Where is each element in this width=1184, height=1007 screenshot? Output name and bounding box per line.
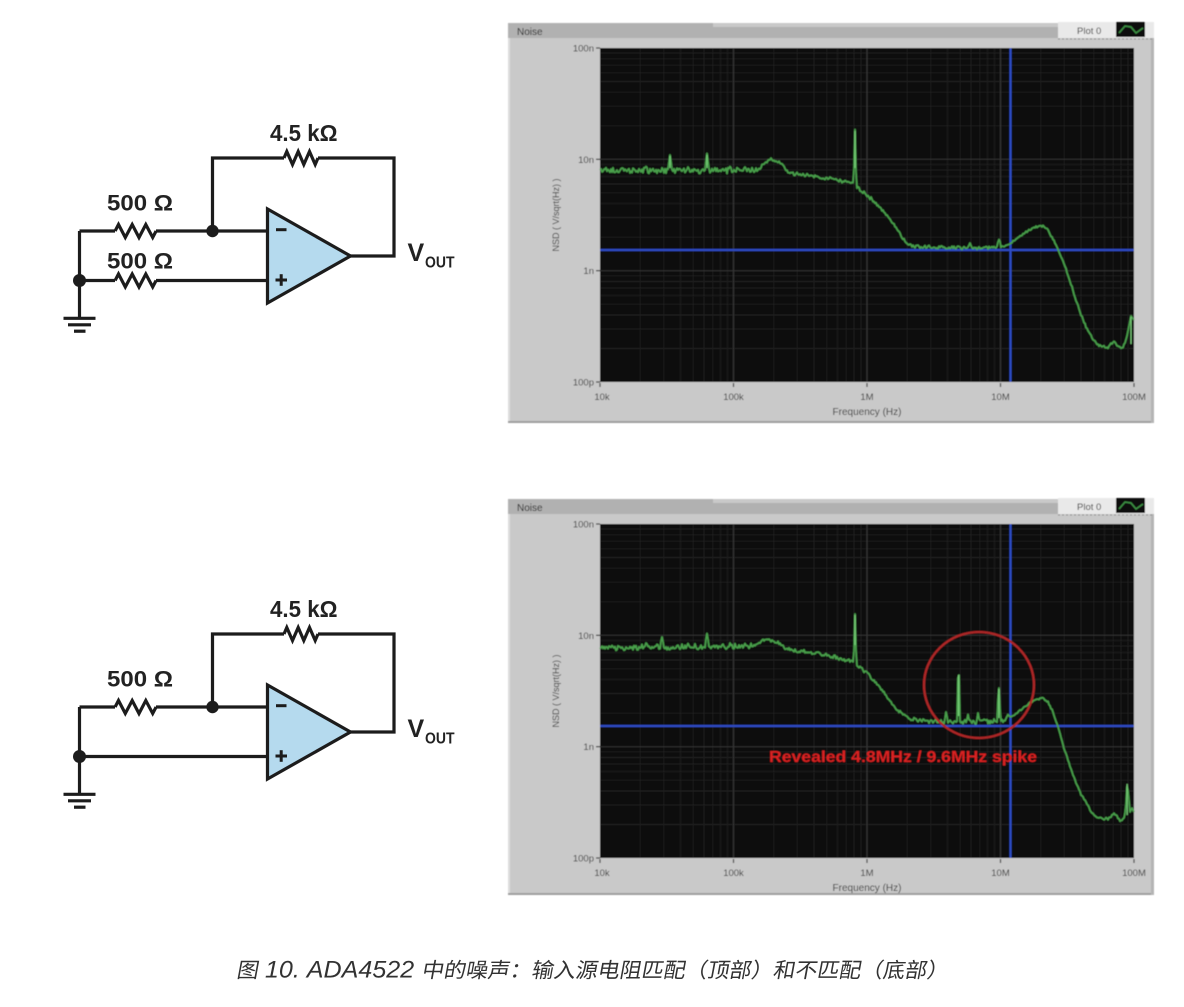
svg-text:NSD ( V/sqrt(Hz) ): NSD ( V/sqrt(Hz) ) — [551, 178, 561, 251]
svg-text:500 Ω: 500 Ω — [107, 666, 173, 691]
svg-text:Frequency (Hz): Frequency (Hz) — [833, 407, 902, 418]
svg-text:Noise: Noise — [517, 503, 543, 514]
svg-text:10k: 10k — [594, 392, 610, 403]
svg-text:10M: 10M — [991, 868, 1010, 879]
svg-text:OUT: OUT — [425, 254, 455, 271]
svg-text:4.5 kΩ: 4.5 kΩ — [270, 596, 338, 622]
svg-text:500 Ω: 500 Ω — [107, 190, 173, 215]
svg-text:4.5 kΩ: 4.5 kΩ — [270, 120, 338, 146]
svg-text:NSD ( V/sqrt(Hz) ): NSD ( V/sqrt(Hz) ) — [551, 654, 561, 727]
svg-text:500 Ω: 500 Ω — [107, 249, 173, 274]
svg-text:10k: 10k — [594, 868, 610, 879]
svg-text:Frequency (Hz): Frequency (Hz) — [833, 883, 902, 894]
svg-text:10n: 10n — [578, 155, 594, 166]
svg-text:100n: 100n — [573, 44, 594, 55]
svg-text:Noise: Noise — [517, 27, 543, 38]
svg-text:100M: 100M — [1122, 868, 1146, 879]
svg-text:V: V — [408, 239, 425, 267]
svg-text:100M: 100M — [1122, 392, 1146, 403]
svg-text:100k: 100k — [723, 392, 744, 403]
svg-text:1M: 1M — [860, 392, 873, 403]
svg-text:V: V — [408, 715, 425, 743]
svg-text:1n: 1n — [583, 266, 594, 277]
svg-text:100n: 100n — [573, 520, 594, 531]
svg-text:10M: 10M — [991, 392, 1010, 403]
svg-text:1n: 1n — [583, 742, 594, 753]
svg-text:Revealed 4.8MHz / 9.6MHz spike: Revealed 4.8MHz / 9.6MHz spike — [769, 749, 1037, 766]
svg-text:100p: 100p — [573, 378, 594, 389]
svg-text:OUT: OUT — [425, 730, 455, 747]
svg-text:Plot 0: Plot 0 — [1077, 502, 1101, 513]
svg-text:Plot 0: Plot 0 — [1077, 26, 1101, 37]
svg-text:100p: 100p — [573, 854, 594, 865]
svg-text:10n: 10n — [578, 631, 594, 642]
svg-text:100k: 100k — [723, 868, 744, 879]
svg-text:1M: 1M — [860, 868, 873, 879]
